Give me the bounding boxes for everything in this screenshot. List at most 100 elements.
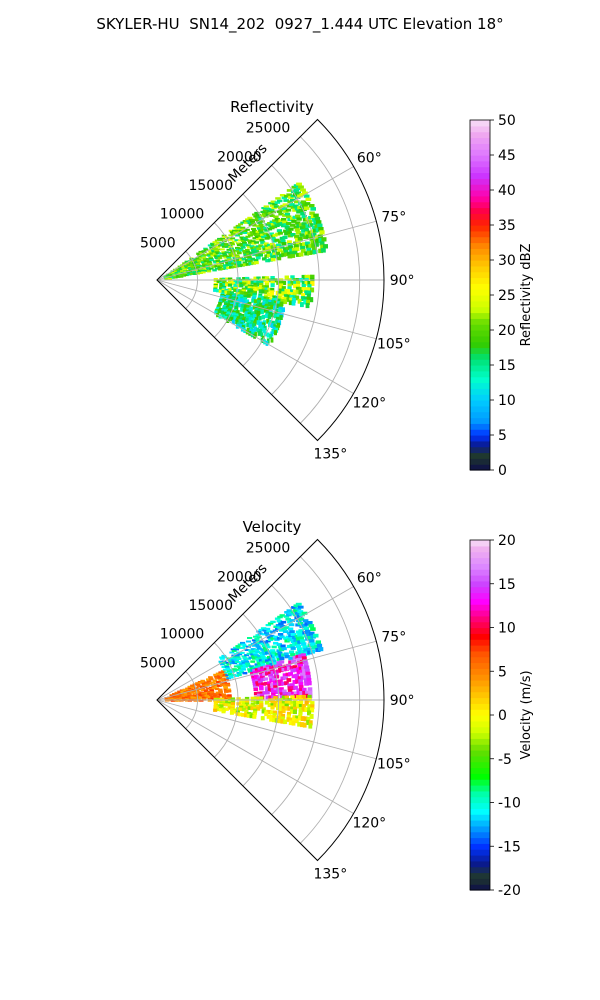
- echo-cell-0: [182, 689, 188, 692]
- echo-cell-3: [238, 712, 243, 717]
- echo-cell-1: [281, 653, 287, 657]
- echo-cell-1: [249, 651, 255, 654]
- echo-cell-1: [273, 625, 279, 628]
- echo-cell-0: [211, 265, 216, 268]
- echo-cell-1: [243, 665, 249, 668]
- echo-cell-1: [261, 285, 267, 289]
- echo-cell-0: [207, 693, 212, 697]
- echo-cell-0: [240, 244, 246, 247]
- echo-cell-2: [263, 677, 268, 681]
- echo-cell-1: [301, 287, 306, 292]
- echo-cell-0: [230, 232, 236, 235]
- echo-cell-2: [252, 323, 256, 328]
- echo-cell-1: [238, 669, 244, 672]
- echo-cell-0: [236, 244, 242, 247]
- echo-cell-3: [300, 716, 305, 721]
- echo-cell-0: [225, 263, 231, 266]
- colorbar-segment: [470, 330, 490, 337]
- echo-cell-0: [228, 254, 234, 257]
- azimuth-spoke: [156, 699, 354, 814]
- echo-cell-0: [185, 261, 190, 265]
- echo-cell-2: [293, 685, 298, 690]
- echo-cell-1: [301, 293, 306, 298]
- echo-cell-3: [283, 719, 288, 725]
- echo-cell-3: [241, 707, 246, 712]
- echo-cell-1: [224, 671, 229, 674]
- colorbar-segment: [470, 312, 490, 319]
- echo-cell-1: [254, 663, 260, 666]
- echo-cell-1: [297, 605, 304, 609]
- echo-cell-0: [211, 264, 216, 267]
- echo-cell-0: [173, 697, 178, 700]
- echo-cell-0: [250, 247, 256, 250]
- echo-cell-0: [223, 243, 229, 246]
- echo-cell-0: [218, 691, 223, 694]
- echo-cell-0: [215, 245, 221, 248]
- echo-cell-2: [258, 669, 264, 673]
- echo-cell-0: [250, 240, 256, 243]
- azimuth-tick-label: 60°: [357, 570, 382, 586]
- echo-cell-0: [258, 218, 264, 221]
- colorbar-tick-label: 20: [498, 533, 516, 549]
- echo-cell-1: [255, 639, 261, 642]
- echo-cell-0: [209, 246, 214, 249]
- echo-cell-0: [214, 243, 219, 246]
- echo-cell-2: [276, 669, 281, 673]
- echo-cell-0: [237, 228, 243, 231]
- echo-cell-1: [237, 667, 243, 670]
- echo-cell-0: [236, 226, 242, 229]
- echo-cell-0: [266, 209, 272, 213]
- echo-cell-0: [204, 692, 209, 695]
- echo-cell-0: [319, 230, 325, 235]
- colorbar-segment: [470, 347, 490, 354]
- echo-cell-2: [271, 692, 276, 697]
- echo-cell-0: [216, 675, 222, 678]
- echo-cell-1: [288, 623, 295, 627]
- colorbar-segment: [470, 213, 490, 220]
- echo-cell-2: [267, 683, 272, 688]
- echo-cell-1: [266, 296, 271, 302]
- echo-cell-1: [289, 619, 296, 622]
- echo-cell-0: [264, 223, 270, 226]
- colorbar-segment: [470, 831, 490, 839]
- echo-cell-1: [239, 671, 244, 674]
- echo-cell-0: [199, 686, 205, 689]
- echo-cell-2: [279, 687, 284, 691]
- echo-cell-0: [253, 215, 259, 218]
- echo-cell-0: [311, 243, 317, 248]
- echo-cell-0: [318, 237, 324, 243]
- echo-cell-2: [223, 302, 228, 307]
- colorbar-segment: [470, 575, 490, 582]
- echo-cell-0: [240, 221, 246, 224]
- colorbar-segment: [470, 715, 490, 722]
- echo-cell-3: [281, 703, 286, 708]
- echo-cell-0: [224, 678, 229, 681]
- echo-cell-2: [287, 689, 293, 694]
- echo-cell-3: [289, 717, 294, 723]
- echo-cell-1: [245, 662, 250, 665]
- echo-cell-0: [215, 260, 221, 263]
- echo-cell-0: [259, 214, 265, 217]
- echo-cell-1: [266, 630, 272, 633]
- colorbar-segment: [470, 353, 490, 360]
- echo-cell-2: [278, 679, 283, 684]
- echo-cell-1: [310, 274, 315, 280]
- echo-cell-0: [274, 218, 280, 221]
- echo-cell-3: [261, 709, 266, 714]
- echo-cell-3: [279, 700, 284, 705]
- echo-cell-0: [212, 269, 217, 272]
- echo-cell-1: [245, 640, 251, 643]
- echo-cell-2: [287, 686, 293, 691]
- echo-cell-1: [242, 277, 247, 281]
- echo-cell-0: [184, 698, 190, 701]
- echo-cell-1: [254, 648, 260, 652]
- echo-cell-1: [234, 648, 240, 651]
- echo-cell-0: [275, 251, 281, 256]
- echo-cell-0: [252, 224, 258, 227]
- echo-cell-0: [315, 238, 321, 243]
- echo-cell-1: [258, 651, 264, 655]
- echo-cell-0: [265, 259, 270, 263]
- echo-cell-0: [223, 684, 228, 688]
- echo-cell-0: [274, 201, 281, 204]
- colorbar-segment: [470, 820, 490, 827]
